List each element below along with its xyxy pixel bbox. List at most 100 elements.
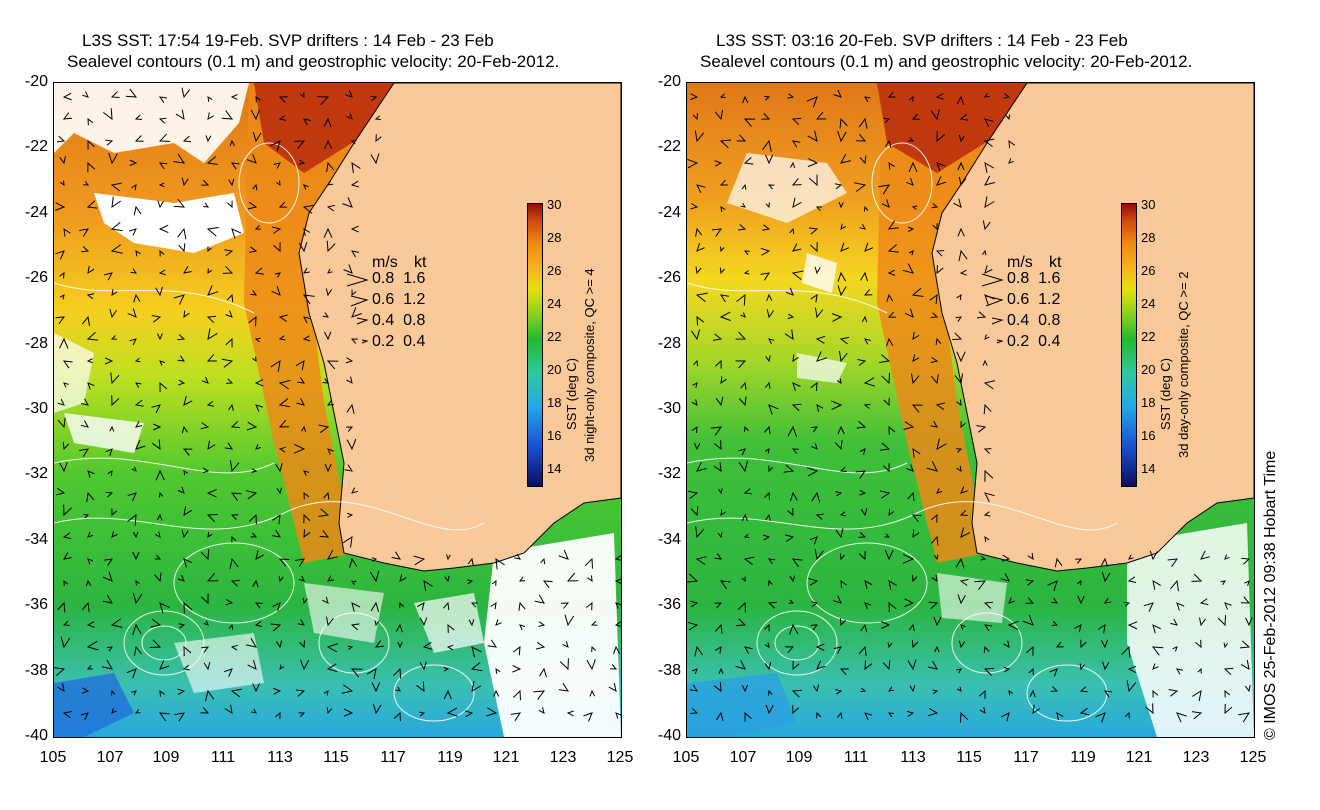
velocity-arrow-icon xyxy=(252,683,260,693)
velocity-arrow-icon xyxy=(956,95,965,105)
velocity-arrow-icon xyxy=(134,135,144,142)
velocity-arrow-icon xyxy=(1176,602,1185,611)
velocity-arrow-icon xyxy=(393,711,401,722)
velocity-arrow-icon xyxy=(442,601,450,611)
velocity-arrow-icon xyxy=(105,139,114,146)
velocity-arrow-icon xyxy=(207,531,213,539)
legend-kt-value: 1.2 xyxy=(403,291,426,308)
velocity-arrow-icon xyxy=(887,91,896,98)
velocity-arrow-icon xyxy=(984,265,993,274)
velocity-arrow-icon xyxy=(1077,595,1085,605)
velocity-arrow-icon xyxy=(366,668,377,680)
velocity-arrow-icon xyxy=(299,92,305,99)
velocity-arrow-icon xyxy=(904,308,914,318)
right-colorbar-sublabel: 3d day-only composite, QC >= 2 xyxy=(1176,271,1191,458)
velocity-arrow-icon xyxy=(221,110,234,120)
velocity-arrow-icon xyxy=(955,448,963,453)
velocity-arrow-icon xyxy=(695,526,705,539)
velocity-arrow-icon xyxy=(470,602,478,608)
x-tick-label: 111 xyxy=(210,749,236,766)
velocity-arrow-icon xyxy=(56,135,66,143)
velocity-arrow-icon xyxy=(812,684,820,693)
y-tick-label: -32 xyxy=(657,465,681,482)
velocity-arrow-icon xyxy=(81,601,90,612)
velocity-arrow-icon xyxy=(811,601,819,607)
velocity-arrow-icon xyxy=(713,682,722,693)
velocity-arrow-icon xyxy=(540,557,546,565)
velocity-arrow-icon xyxy=(87,161,96,173)
velocity-arrow-icon xyxy=(839,553,845,561)
velocity-arrow-icon xyxy=(1075,558,1083,564)
velocity-arrow-icon xyxy=(132,592,143,605)
legend-ms-value: 0.4 xyxy=(372,312,395,329)
velocity-arrow-icon xyxy=(299,640,305,649)
right-title-line2: Sealevel contours (0.1 m) and geostrophi… xyxy=(700,52,1193,71)
y-tick-label: -24 xyxy=(657,204,681,221)
velocity-arrow-icon xyxy=(984,334,990,340)
velocity-arrow-icon xyxy=(808,227,819,235)
velocity-arrow-icon xyxy=(1003,93,1011,99)
velocity-arrow-icon xyxy=(1197,667,1202,674)
velocity-arrow-icon xyxy=(864,242,874,252)
velocity-arrow-icon xyxy=(587,575,593,583)
velocity-arrow-icon xyxy=(351,289,357,297)
velocity-arrow-icon xyxy=(250,532,258,538)
velocity-arrow-icon xyxy=(252,131,262,143)
velocity-arrow-icon xyxy=(79,228,90,237)
velocity-arrow-icon xyxy=(178,243,186,253)
velocity-arrow-icon xyxy=(125,88,138,98)
velocity-arrow-icon xyxy=(713,440,722,451)
velocity-arrow-icon xyxy=(183,601,193,614)
velocity-arrow-icon xyxy=(200,549,210,561)
velocity-arrow-icon xyxy=(153,423,162,431)
velocity-arrow-icon xyxy=(932,223,938,231)
colorbar-tick-label: 16 xyxy=(1141,428,1156,443)
velocity-arrow-icon xyxy=(109,425,115,432)
velocity-arrow-icon xyxy=(446,707,458,717)
velocity-arrow-icon xyxy=(132,551,140,561)
velocity-arrow-icon xyxy=(744,711,752,722)
velocity-arrow-icon xyxy=(150,618,162,628)
velocity-arrow-icon xyxy=(983,93,990,98)
velocity-arrow-icon xyxy=(351,487,358,494)
velocity-arrow-icon xyxy=(1007,620,1019,631)
velocity-arrow-icon xyxy=(984,492,995,503)
velocity-arrow-icon xyxy=(743,556,755,566)
left-colorbar-label: SST (deg C) xyxy=(564,357,579,430)
velocity-arrow-icon xyxy=(149,639,162,648)
velocity-arrow-icon xyxy=(182,448,193,456)
velocity-arrow-icon xyxy=(374,620,380,627)
velocity-arrow-icon xyxy=(293,443,306,454)
velocity-arrow-icon xyxy=(135,382,142,388)
velocity-arrow-icon xyxy=(765,513,771,521)
velocity-arrow-icon xyxy=(326,204,336,212)
velocity-arrow-icon xyxy=(275,463,283,473)
velocity-arrow-icon xyxy=(350,580,357,585)
velocity-arrow-icon xyxy=(907,659,917,671)
velocity-arrow-icon xyxy=(538,621,546,627)
velocity-arrow-icon xyxy=(1079,707,1090,716)
velocity-arrow-icon xyxy=(1032,704,1041,715)
velocity-arrow-icon xyxy=(713,333,723,341)
velocity-arrow-icon xyxy=(1029,689,1036,698)
velocity-arrow-icon xyxy=(254,379,264,387)
velocity-arrow-icon xyxy=(715,711,724,722)
velocity-arrow-icon xyxy=(739,396,747,407)
velocity-arrow-icon xyxy=(59,337,69,349)
velocity-arrow-icon xyxy=(763,425,771,435)
velocity-arrow-icon xyxy=(883,117,891,123)
legend-row: 0.2 0.4 xyxy=(372,331,425,352)
velocity-arrow-icon xyxy=(249,246,258,253)
velocity-arrow-icon xyxy=(810,242,818,253)
velocity-arrow-icon xyxy=(111,708,117,714)
velocity-arrow-icon xyxy=(1000,573,1010,582)
velocity-arrow-icon xyxy=(157,333,163,341)
velocity-arrow-icon xyxy=(960,421,966,429)
velocity-arrow-icon xyxy=(936,176,947,186)
left-sst-field xyxy=(54,83,621,737)
velocity-arrow-icon xyxy=(1176,668,1183,675)
velocity-arrow-icon xyxy=(952,332,963,341)
velocity-arrow-icon xyxy=(346,376,353,384)
velocity-arrow-icon xyxy=(200,593,209,605)
velocity-arrow-icon xyxy=(326,400,334,406)
